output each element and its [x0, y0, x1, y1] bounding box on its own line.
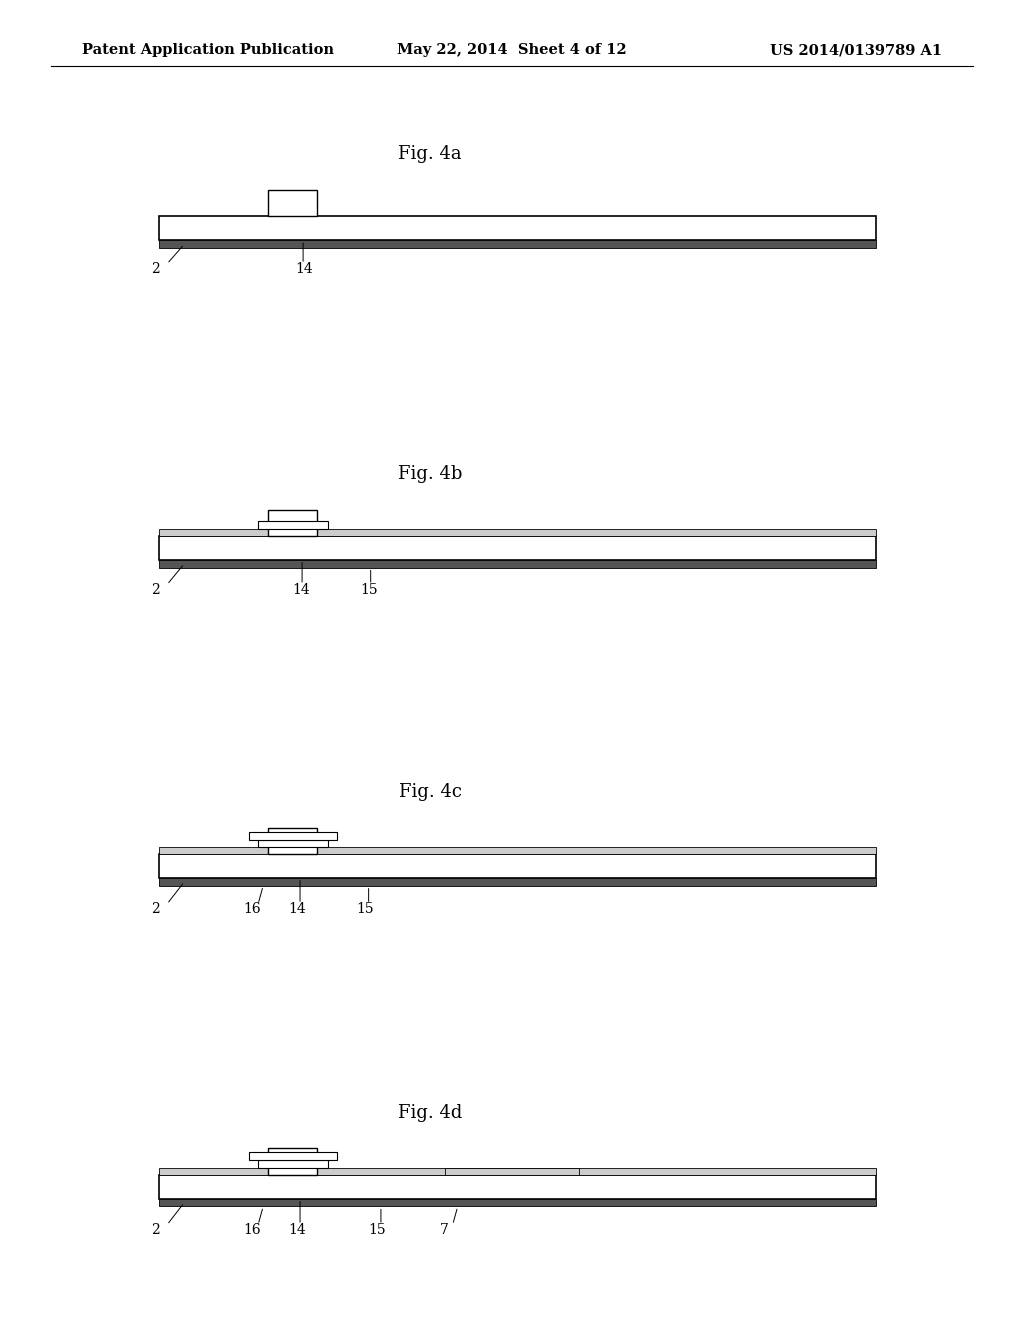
Bar: [159, 560, 876, 568]
Bar: [445, 1168, 579, 1175]
Text: 15: 15: [369, 1224, 386, 1237]
Bar: [159, 1168, 876, 1175]
Bar: [159, 847, 876, 854]
Bar: [249, 832, 337, 840]
Bar: [258, 1160, 328, 1168]
Text: 16: 16: [244, 1224, 261, 1237]
Bar: [159, 1175, 876, 1199]
Text: 2: 2: [152, 263, 161, 276]
Bar: [159, 240, 876, 248]
Text: 14: 14: [295, 263, 312, 276]
Bar: [159, 1199, 876, 1206]
Bar: [268, 1148, 317, 1175]
Text: May 22, 2014  Sheet 4 of 12: May 22, 2014 Sheet 4 of 12: [397, 44, 627, 57]
Bar: [159, 878, 876, 886]
Text: Fig. 4c: Fig. 4c: [398, 783, 462, 801]
Bar: [159, 216, 876, 240]
Text: 16: 16: [244, 903, 261, 916]
Bar: [268, 190, 317, 216]
Text: Fig. 4d: Fig. 4d: [398, 1104, 462, 1122]
Text: Fig. 4a: Fig. 4a: [398, 145, 462, 164]
Text: 2: 2: [152, 1224, 161, 1237]
Bar: [249, 1152, 337, 1160]
Text: 15: 15: [356, 903, 374, 916]
Bar: [258, 521, 328, 529]
Bar: [159, 536, 876, 560]
Text: 15: 15: [360, 583, 378, 597]
Text: 7: 7: [440, 1224, 450, 1237]
Text: 2: 2: [152, 583, 161, 597]
Text: 14: 14: [292, 583, 309, 597]
Text: US 2014/0139789 A1: US 2014/0139789 A1: [770, 44, 942, 57]
Text: Patent Application Publication: Patent Application Publication: [82, 44, 334, 57]
Bar: [258, 840, 328, 847]
Bar: [159, 529, 876, 536]
Bar: [159, 854, 876, 878]
Bar: [268, 510, 317, 536]
Text: Fig. 4b: Fig. 4b: [398, 465, 462, 483]
Bar: [268, 828, 317, 854]
Text: 2: 2: [152, 903, 161, 916]
Text: 14: 14: [289, 1224, 306, 1237]
Text: 14: 14: [289, 903, 306, 916]
